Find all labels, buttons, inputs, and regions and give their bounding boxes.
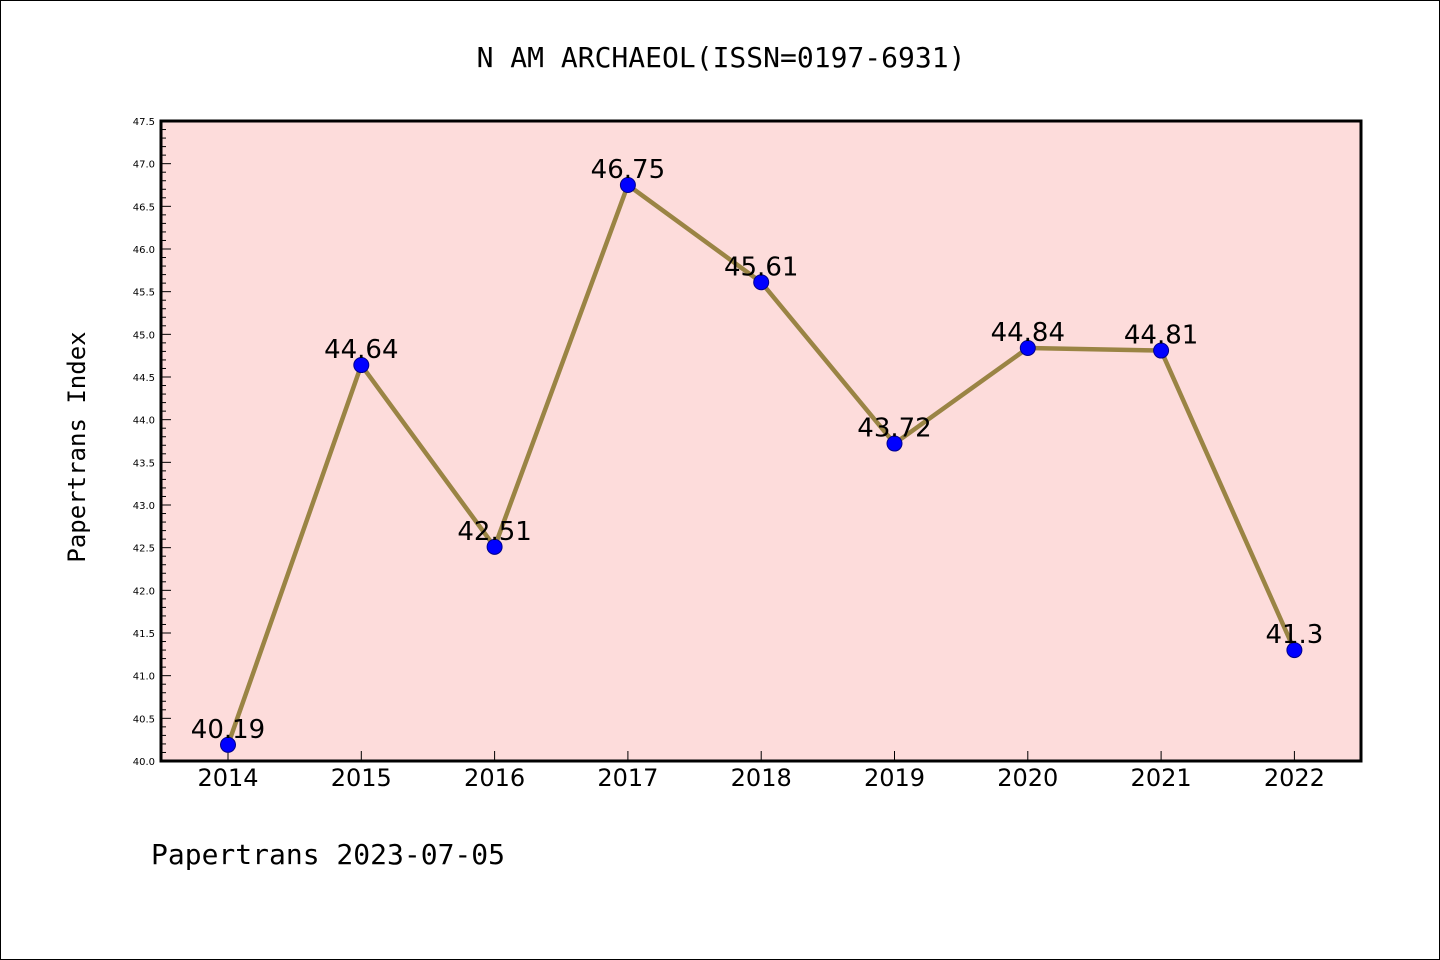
data-point <box>486 538 503 555</box>
y-tick-label: 44.5 <box>133 373 155 384</box>
data-point <box>753 274 770 291</box>
y-tick-label: 40.0 <box>133 757 155 768</box>
x-tick-label: 2021 <box>1131 764 1192 792</box>
x-tick-label: 2020 <box>997 764 1058 792</box>
y-tick-label: 44.0 <box>133 416 155 427</box>
y-tick-label: 43.0 <box>133 501 155 512</box>
y-axis-label: Papertrans Index <box>63 331 91 562</box>
y-tick-label: 41.5 <box>133 629 155 640</box>
y-tick-label: 47.5 <box>133 117 155 128</box>
footer-text: Papertrans 2023-07-05 <box>151 838 505 871</box>
data-point <box>353 357 370 374</box>
data-point <box>619 177 636 193</box>
series-layer: 40.19 44.64 42.51 46.75 45.61 43.72 44.84 44.81… <box>191 155 1323 753</box>
data-point <box>1153 342 1170 359</box>
x-tick-label: 2019 <box>864 764 925 792</box>
plot-area <box>161 121 1361 761</box>
y-tick-label: 45.0 <box>133 330 155 341</box>
y-tick-label: 45.5 <box>133 288 155 299</box>
y-tick-label: 43.5 <box>133 458 155 469</box>
x-tick-label: 2018 <box>731 764 792 792</box>
data-label: 43.72 <box>857 414 931 444</box>
y-tick-label: 40.5 <box>133 714 155 725</box>
x-tick-label: 2015 <box>331 764 392 792</box>
data-point <box>1019 339 1036 356</box>
y-tick-label: 42.0 <box>133 586 155 597</box>
chart-title: N AM ARCHAEOL(ISSN=0197-6931) <box>477 41 966 74</box>
data-label: 46.75 <box>591 155 665 185</box>
data-label: 44.81 <box>1124 321 1198 351</box>
data-label: 42.51 <box>457 517 531 547</box>
y-tick-label: 42.5 <box>133 544 155 555</box>
y-tick-label: 46.5 <box>133 202 155 213</box>
data-point <box>886 435 903 452</box>
x-tick-label: 2014 <box>197 764 258 792</box>
x-tick-label: 2022 <box>1264 764 1325 792</box>
data-label: 44.84 <box>991 318 1065 348</box>
x-tick-label: 2016 <box>464 764 525 792</box>
data-label: 41.3 <box>1265 620 1323 650</box>
data-point <box>220 736 236 753</box>
data-label: 45.61 <box>724 252 798 282</box>
y-tick-label: 41.0 <box>133 672 155 683</box>
data-point <box>1286 642 1303 659</box>
y-tick-label: 47.0 <box>133 160 155 171</box>
axis-ticks: 40.0 40.5 41.0 41.5 42.0 42.5 43.0 43.5 44.0 44.5… <box>133 117 1325 792</box>
data-label: 40.19 <box>191 715 265 745</box>
data-label: 44.64 <box>324 335 398 365</box>
y-tick-label: 46.0 <box>133 245 155 256</box>
plot-border <box>159 119 1363 763</box>
x-tick-label: 2017 <box>597 764 658 792</box>
